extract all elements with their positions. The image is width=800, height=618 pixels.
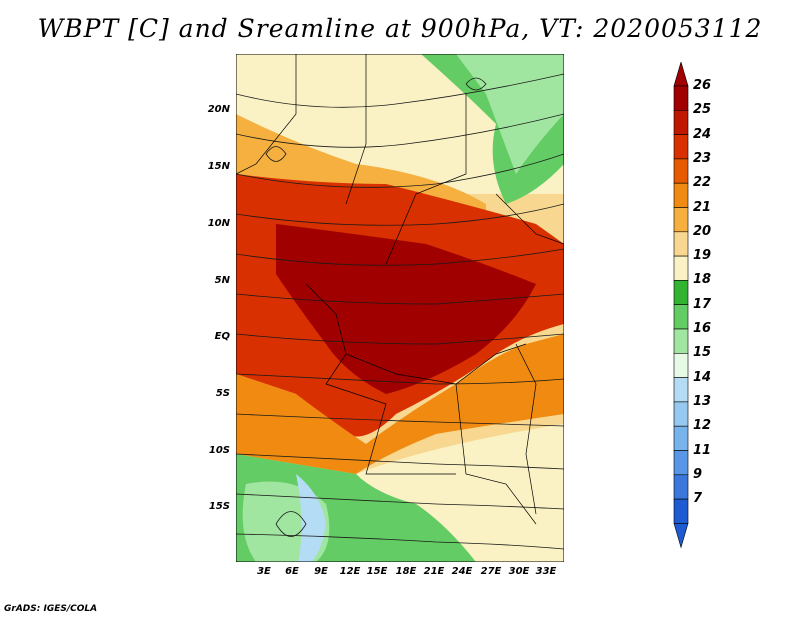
colorbar-swatch <box>673 450 689 476</box>
lat-label-15n: 15N <box>207 161 230 172</box>
lat-label-5s: 5S <box>215 388 230 399</box>
fill-22-south <box>236 334 564 474</box>
lat-label-5n: 5N <box>214 275 230 286</box>
colorbar-swatch <box>673 328 689 354</box>
lat-label-20n: 20N <box>207 104 230 115</box>
colorbar-swatch <box>673 401 689 427</box>
fill-26-core <box>276 224 536 394</box>
colorbar-label: 20 <box>693 223 712 239</box>
colorbar-label: 13 <box>693 393 712 409</box>
colorbar-label: 25 <box>693 102 712 118</box>
colorbar-swatch <box>673 158 689 184</box>
colorbar-swatch <box>673 304 689 330</box>
colorbar-label: 17 <box>693 296 712 312</box>
colorbar-label: 9 <box>693 466 703 482</box>
country-borders <box>235 54 565 525</box>
lon-label-33e: 33E <box>535 566 557 577</box>
colorbar-label: 24 <box>693 126 712 142</box>
colorbar-swatch <box>673 474 689 500</box>
colorbar-swatch <box>673 85 689 111</box>
colorbar-swatch <box>673 377 689 403</box>
colorbar-label: 16 <box>693 321 712 336</box>
fill-14-southwest <box>296 474 326 562</box>
colorbar-swatch <box>673 231 689 257</box>
grads-credit: GrADS: IGES/COLA <box>4 604 98 614</box>
colorbar-label: 18 <box>693 272 712 288</box>
lon-label-18e: 18E <box>395 566 417 577</box>
lon-label-6e: 6E <box>285 566 299 577</box>
fill-16-northeast <box>456 54 564 174</box>
colorbar-label: 14 <box>693 369 712 385</box>
colorbar-label: 12 <box>693 418 712 434</box>
colorbar-label: 22 <box>693 175 712 191</box>
colorbar-swatch <box>673 134 689 160</box>
colorbar <box>673 62 689 549</box>
colorbar-swatch <box>673 352 689 378</box>
fill-19-south <box>356 424 564 562</box>
lon-label-9e: 9E <box>314 566 328 577</box>
lon-label-24e: 24E <box>451 566 473 577</box>
colorbar-label: 11 <box>693 442 712 458</box>
colorbar-label: 15 <box>693 345 712 361</box>
lat-label-eq: EQ <box>214 331 230 342</box>
lat-label-10s: 10S <box>208 445 230 456</box>
colorbar-label: 19 <box>693 248 712 264</box>
colorbar-top-arrow <box>673 62 689 87</box>
colorbar-label: 7 <box>693 491 703 507</box>
lon-label-21e: 21E <box>423 566 445 577</box>
lon-label-3e: 3E <box>257 566 271 577</box>
colorbar-label: 23 <box>693 150 712 166</box>
colorbar-swatch <box>673 498 689 524</box>
colorbar-swatch <box>673 280 689 305</box>
colorbar-bottom-arrow <box>673 523 689 549</box>
lat-label-10n: 10N <box>207 218 230 229</box>
lon-label-15e: 15E <box>366 566 388 577</box>
colorbar-swatch <box>673 182 689 208</box>
colorbar-swatch <box>673 425 689 451</box>
map-panel <box>235 53 565 563</box>
colorbar-swatch <box>673 207 689 233</box>
colorbar-label: 21 <box>693 199 712 215</box>
lon-label-12e: 12E <box>339 566 361 577</box>
lon-label-27e: 27E <box>480 566 502 577</box>
lon-label-30e: 30E <box>508 566 530 577</box>
colorbar-swatch <box>673 109 689 135</box>
colorbar-swatch <box>673 255 689 281</box>
lat-label-15s: 15S <box>208 501 230 512</box>
chart-title: WBPT [C] and Sreamline at 900hPa, VT: 20… <box>37 14 763 43</box>
streamlines <box>235 73 565 550</box>
colorbar-label: 26 <box>693 78 712 93</box>
wbpt-map <box>235 53 565 563</box>
